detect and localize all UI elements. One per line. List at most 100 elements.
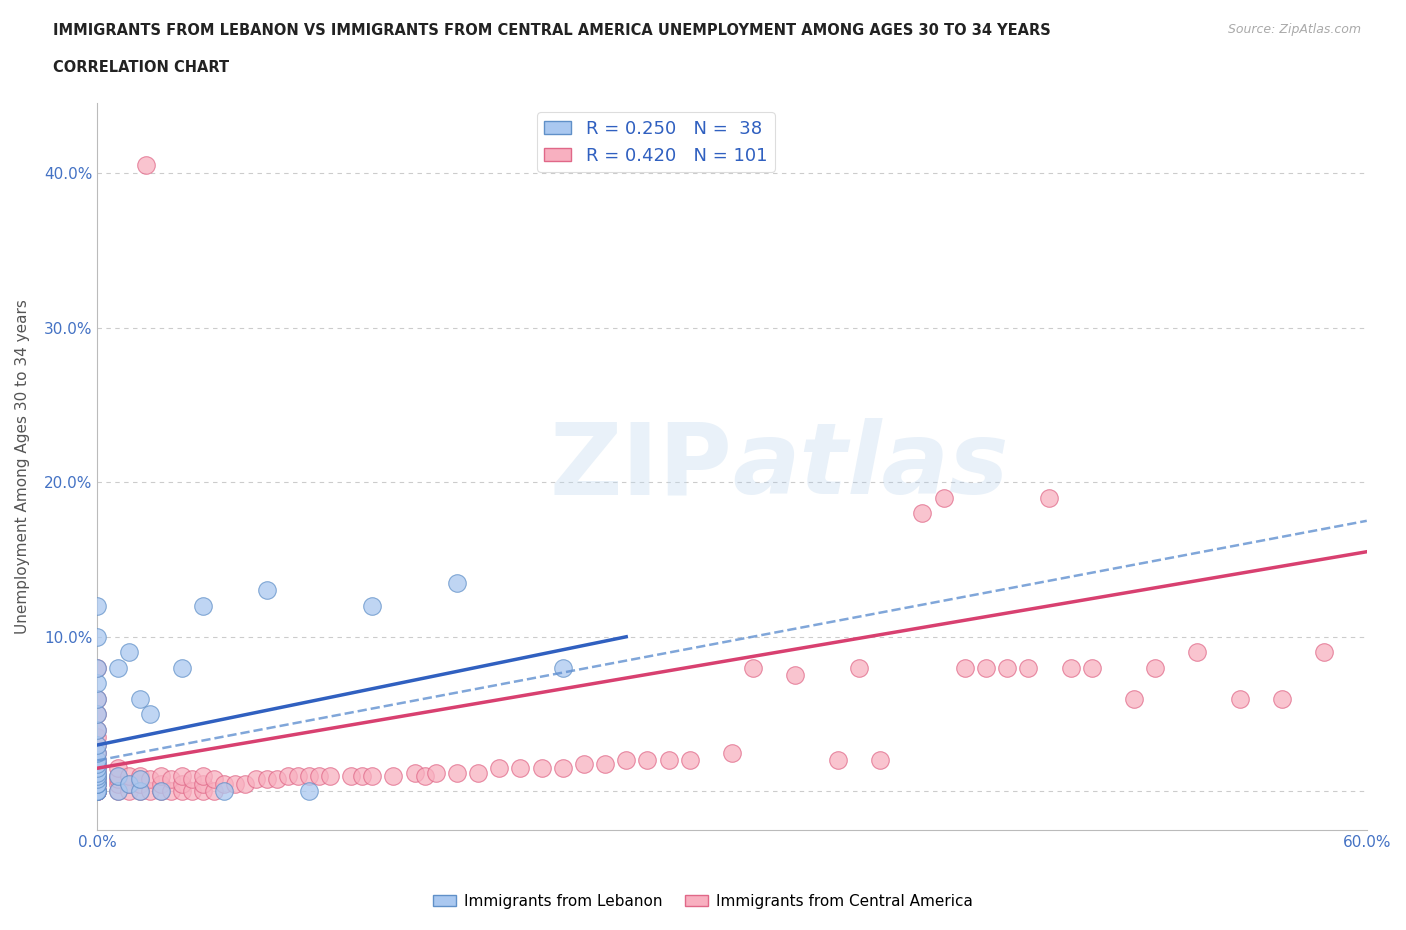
Point <box>404 765 426 780</box>
Point <box>86 777 108 791</box>
Point <box>202 784 225 799</box>
Point <box>1229 691 1251 706</box>
Point <box>86 753 108 768</box>
Point <box>657 753 679 768</box>
Point <box>107 660 129 675</box>
Point <box>848 660 870 675</box>
Point <box>191 777 214 791</box>
Point <box>170 784 193 799</box>
Point <box>488 761 510 776</box>
Point <box>350 768 373 783</box>
Legend: R = 0.250   N =  38, R = 0.420   N = 101: R = 0.250 N = 38, R = 0.420 N = 101 <box>537 113 775 172</box>
Point <box>785 668 807 683</box>
Point <box>135 158 157 173</box>
Point <box>530 761 553 776</box>
Point <box>86 761 108 776</box>
Point <box>86 691 108 706</box>
Point <box>953 660 976 675</box>
Point <box>1313 644 1336 659</box>
Point <box>191 598 214 613</box>
Point <box>551 761 574 776</box>
Point <box>86 730 108 745</box>
Point <box>256 583 278 598</box>
Point <box>128 772 150 787</box>
Point <box>86 765 108 780</box>
Point <box>86 756 108 771</box>
Point <box>86 722 108 737</box>
Point <box>86 784 108 799</box>
Point <box>266 772 288 787</box>
Point <box>170 777 193 791</box>
Point <box>361 768 384 783</box>
Point <box>1080 660 1102 675</box>
Point <box>86 756 108 771</box>
Point <box>86 676 108 691</box>
Point <box>1187 644 1209 659</box>
Point <box>118 777 141 791</box>
Point <box>1123 691 1146 706</box>
Point <box>245 772 267 787</box>
Point <box>1271 691 1294 706</box>
Point <box>86 772 108 787</box>
Point <box>256 772 278 787</box>
Point <box>636 753 658 768</box>
Point <box>86 784 108 799</box>
Point <box>107 784 129 799</box>
Point <box>446 765 468 780</box>
Point <box>160 772 183 787</box>
Point <box>107 784 129 799</box>
Point <box>118 768 141 783</box>
Point <box>361 598 384 613</box>
Point <box>86 761 108 776</box>
Point <box>1059 660 1081 675</box>
Point <box>287 768 309 783</box>
Point <box>86 745 108 760</box>
Point <box>308 768 330 783</box>
Point <box>869 753 891 768</box>
Y-axis label: Unemployment Among Ages 30 to 34 years: Unemployment Among Ages 30 to 34 years <box>15 299 30 634</box>
Point <box>191 768 214 783</box>
Point <box>86 768 108 783</box>
Point <box>551 660 574 675</box>
Point <box>86 784 108 799</box>
Point <box>181 784 204 799</box>
Point <box>86 777 108 791</box>
Point <box>86 784 108 799</box>
Point <box>128 691 150 706</box>
Point <box>86 598 108 613</box>
Point <box>425 765 447 780</box>
Point <box>467 765 489 780</box>
Point <box>86 765 108 780</box>
Point <box>86 772 108 787</box>
Point <box>149 784 172 799</box>
Point <box>128 784 150 799</box>
Point <box>319 768 342 783</box>
Point <box>118 644 141 659</box>
Point <box>149 784 172 799</box>
Text: atlas: atlas <box>733 418 1008 515</box>
Point <box>139 784 162 799</box>
Point <box>742 660 765 675</box>
Text: ZIP: ZIP <box>550 418 733 515</box>
Point <box>298 784 321 799</box>
Point <box>202 772 225 787</box>
Point <box>382 768 405 783</box>
Point <box>86 660 108 675</box>
Point <box>974 660 997 675</box>
Text: CORRELATION CHART: CORRELATION CHART <box>53 60 229 75</box>
Point <box>235 777 257 791</box>
Point <box>572 756 595 771</box>
Point <box>86 707 108 722</box>
Point <box>107 761 129 776</box>
Point <box>128 768 150 783</box>
Point <box>107 772 129 787</box>
Point <box>1144 660 1167 675</box>
Legend: Immigrants from Lebanon, Immigrants from Central America: Immigrants from Lebanon, Immigrants from… <box>427 888 979 915</box>
Point <box>446 576 468 591</box>
Text: IMMIGRANTS FROM LEBANON VS IMMIGRANTS FROM CENTRAL AMERICA UNEMPLOYMENT AMONG AG: IMMIGRANTS FROM LEBANON VS IMMIGRANTS FR… <box>53 23 1052 38</box>
Point <box>340 768 363 783</box>
Point <box>679 753 702 768</box>
Point <box>107 768 129 783</box>
Point <box>139 772 162 787</box>
Point <box>139 707 162 722</box>
